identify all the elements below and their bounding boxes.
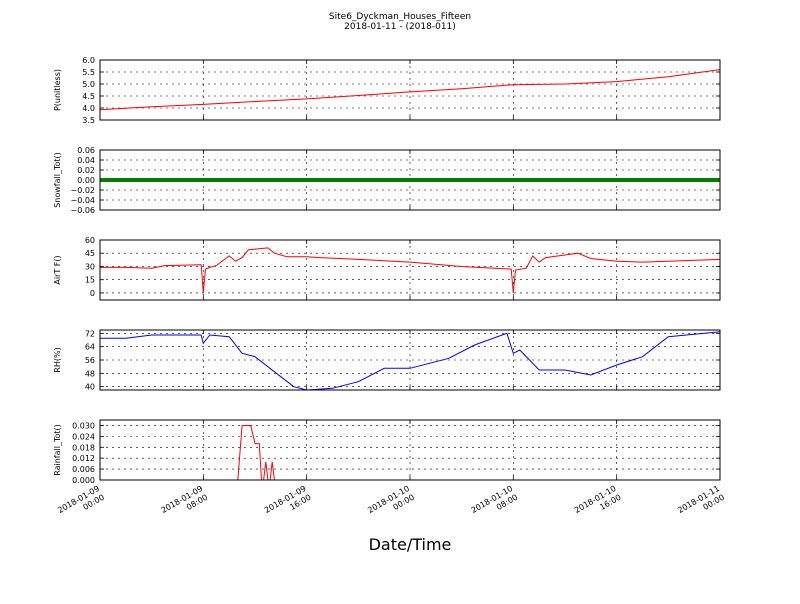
y-tick-label: 64 [85, 343, 95, 352]
series-line [100, 247, 721, 293]
y-axis-label: Snowfall_Tot() [53, 152, 62, 208]
subplot-1: 3.5 4.0 4.5 5.0 5.5 6.0 P(unitless) [53, 56, 721, 125]
y-tick-label: 5.5 [82, 68, 95, 77]
y-tick-label: 72 [85, 329, 95, 338]
plot-frame [99, 329, 721, 391]
subplot-5: 0.000 0.006 0.012 0.018 0.024 0.030 Rainfall_T… [53, 419, 721, 485]
y-tick-label: 0.04 [77, 156, 95, 165]
y-tick-label: 6.0 [82, 56, 95, 65]
y-tick-label: 5.0 [82, 80, 95, 89]
y-tick-label: 48 [85, 369, 95, 378]
y-tick-label: 0.018 [72, 443, 95, 452]
x-tick-label: 2018-01-1016:00 [573, 484, 623, 524]
y-tick-label: −0.04 [70, 196, 95, 205]
y-tick-label: 0.02 [77, 166, 95, 175]
y-tick-label: 0.006 [72, 465, 95, 474]
y-tick-label: −0.06 [70, 206, 95, 215]
y-tick-label: 30 [85, 262, 95, 271]
subplot-4: 40 48 56 64 72 RH(%) [53, 329, 721, 392]
y-tick-label: 0.000 [72, 476, 95, 485]
x-tick-label: 2018-01-1100:00 [676, 484, 726, 524]
y-tick-label: 0.00 [77, 176, 95, 185]
x-tick-label: 2018-01-0908:00 [160, 484, 210, 524]
y-tick-label: 4.0 [82, 104, 95, 113]
plot-frame [99, 419, 721, 481]
x-tick-label: 2018-01-1008:00 [470, 484, 520, 524]
series-line [99, 69, 721, 111]
y-axis-label: AirT F() [53, 255, 62, 284]
series-line [100, 331, 721, 391]
plot-frame [99, 149, 721, 211]
subplot-3: 0 15 30 45 60 AirT F() [53, 236, 721, 301]
y-tick-label: 0.012 [72, 454, 95, 463]
x-tick-label: 2018-01-1000:00 [366, 484, 416, 524]
x-tick-label: 2018-01-0916:00 [263, 484, 313, 524]
y-tick-label: 0.024 [72, 432, 95, 441]
y-tick-label: 3.5 [82, 116, 95, 125]
y-tick-label: −0.02 [70, 186, 95, 195]
y-axis-label: P(unitless) [53, 69, 62, 111]
y-tick-label: 4.5 [82, 92, 95, 101]
x-axis-label: Date/Time [369, 535, 452, 554]
y-tick-label: 60 [85, 236, 95, 245]
subplot-2: −0.06−0.04−0.020.000.020.040.06 Snowfall_… [53, 146, 721, 215]
y-tick-label: 0.030 [72, 421, 95, 430]
y-tick-label: 15 [85, 276, 95, 285]
y-tick-label: 0 [90, 289, 95, 298]
y-tick-label: 45 [85, 249, 95, 258]
chart-title-line1: Site6_Dyckman_Houses_Fifteen [329, 12, 471, 22]
chart-title-line2: 2018-01-11 - (2018-011) [344, 22, 456, 32]
y-axis-label: Rainfall_Tot() [53, 424, 62, 476]
plot-frame [99, 59, 721, 121]
y-tick-label: 56 [85, 356, 95, 365]
y-axis-label: RH(%) [53, 347, 62, 372]
subplots-container: 3.5 4.0 4.5 5.0 5.5 6.0 P(unitless) −0.06−0.04−… [53, 56, 721, 485]
plot-frame [99, 239, 721, 301]
y-tick-label: 0.06 [77, 146, 95, 155]
x-tick-labels: 2018-01-0900:00 2018-01-0908:00 2018-01-09… [56, 484, 726, 524]
y-tick-label: 40 [85, 383, 95, 392]
x-tick-label: 2018-01-0900:00 [56, 484, 106, 524]
